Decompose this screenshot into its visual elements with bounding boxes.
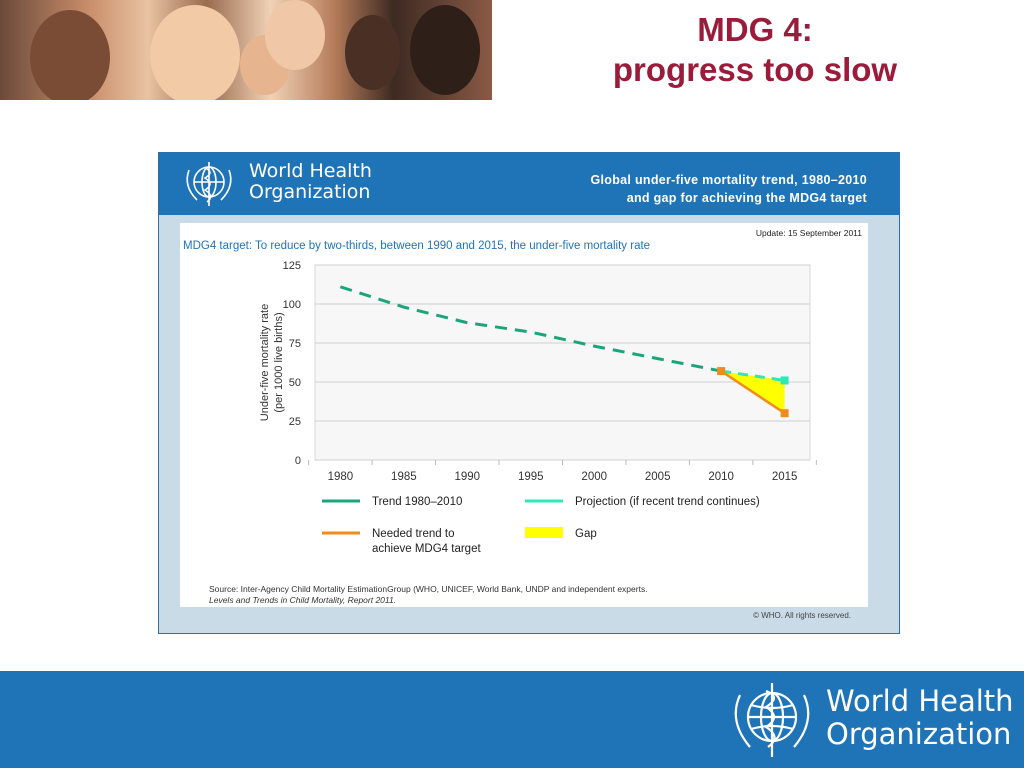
x-tick-label: 2015 <box>772 471 798 483</box>
footer-org-line2: Organization <box>826 717 1012 751</box>
legend-label-projection: Projection (if recent trend continues) <box>575 496 760 508</box>
y-axis-label-line2: (per 1000 live births) <box>273 312 285 412</box>
y-tick-label: 100 <box>283 299 301 311</box>
legend-swatch-gap <box>525 527 563 538</box>
start-2010-marker <box>717 367 726 376</box>
slide-title-line2: progress too slow <box>612 51 898 88</box>
copyright: © WHO. All rights reserved. <box>753 611 851 620</box>
who-chart-panel: World Health Organization Global under-f… <box>158 152 900 634</box>
slide-title: MDG 4: progress too slow <box>540 10 970 90</box>
footer-org-line1: World Health <box>826 684 1014 718</box>
plot-background <box>314 264 811 461</box>
y-tick-label: 0 <box>295 455 301 467</box>
panel-org-line1: World Health <box>249 160 372 182</box>
chart-title-line1: Global under-five mortality trend, 1980–… <box>590 173 867 187</box>
slide-title-line1: MDG 4: <box>697 11 813 48</box>
mdg4-target-text: MDG4 target: To reduce by two-thirds, be… <box>183 240 651 252</box>
chart-area: 0 25 50 75 100 125 1980 1985 1990 1995 2000 2005 201… <box>180 223 868 607</box>
source-note: Source: Inter-Agency Child Mortality Est… <box>209 584 648 606</box>
x-tick-label: 2010 <box>708 471 734 483</box>
x-tick-label: 1990 <box>455 471 481 483</box>
y-axis-label-line1: Under-five mortality rate <box>259 304 271 421</box>
target-2015-marker <box>780 409 789 418</box>
x-tick-label: 2000 <box>581 471 607 483</box>
projection-line <box>720 369 785 382</box>
footer-band: World Health Organization <box>0 671 1024 768</box>
panel-org-line2: Organization <box>249 181 371 203</box>
x-tick-label: 1985 <box>391 471 417 483</box>
source-line1: Source: Inter-Agency Child Mortality Est… <box>209 584 648 594</box>
y-tick-label: 25 <box>289 416 301 428</box>
who-emblem-icon <box>186 162 232 206</box>
update-date: Update: 15 September 2011 <box>755 228 862 238</box>
mortality-chart: 0 25 50 75 100 125 1980 1985 1990 1995 2000 2005 201… <box>259 260 817 555</box>
panel-header: World Health Organization Global under-f… <box>159 153 899 215</box>
y-tick-label: 75 <box>289 338 301 350</box>
source-line2: Levels and Trends in Child Mortality, Re… <box>209 595 397 605</box>
legend-label-needed: achieve MDG4 target <box>372 543 481 555</box>
x-tick-label: 2005 <box>645 471 671 483</box>
legend-label-needed: Needed trend to <box>372 528 454 540</box>
y-tick-label: 50 <box>289 377 301 389</box>
y-tick-label: 125 <box>283 260 301 272</box>
panel-org-name: World Health Organization <box>249 161 372 203</box>
projection-2015-marker <box>780 376 789 385</box>
footer-org-name: World Health Organization <box>826 685 1014 751</box>
legend-label-gap: Gap <box>575 528 597 540</box>
children-photo-strip <box>0 0 492 100</box>
needed-trend-line <box>720 370 786 415</box>
chart-title-line2: and gap for achieving the MDG4 target <box>626 191 867 205</box>
x-tick-label: 1980 <box>328 471 354 483</box>
legend-label-trend: Trend 1980–2010 <box>372 496 462 508</box>
trend-line <box>339 285 722 373</box>
who-emblem-icon <box>734 683 810 757</box>
x-tick-label: 1995 <box>518 471 544 483</box>
chart-title: Global under-five mortality trend, 1980–… <box>591 171 868 207</box>
